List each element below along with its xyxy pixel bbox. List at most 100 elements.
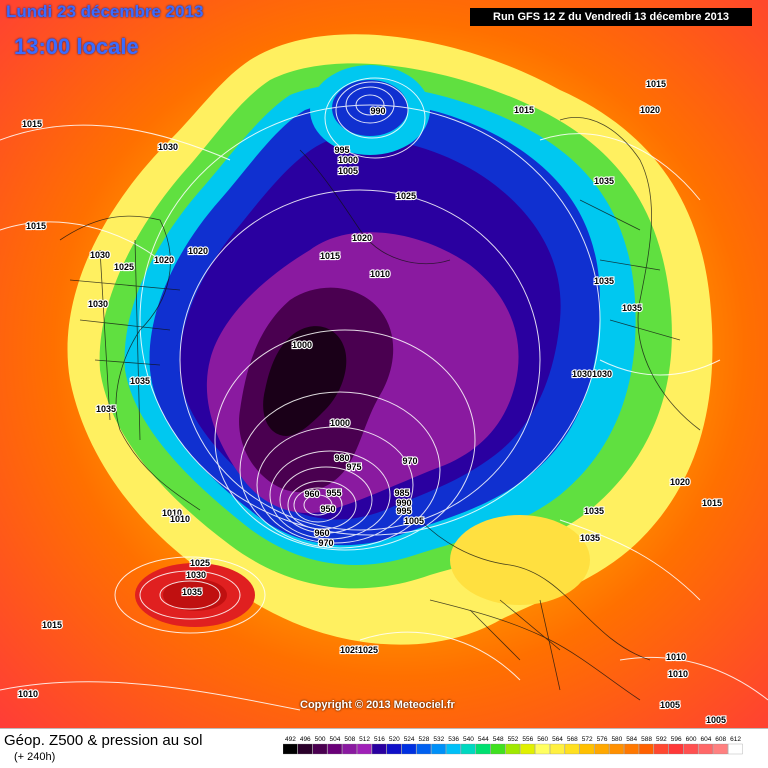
legend-value-label: 604 [700, 736, 711, 743]
legend-color-swatch [728, 743, 743, 755]
pressure-labels: 1015 1030 1015 1030 1025 1020 1020 1030 1035 1035… [17, 78, 727, 726]
legend-color-swatch [549, 743, 565, 755]
forecast-lead-time: (+ 240h) [14, 751, 56, 763]
legend-value-label: 584 [626, 736, 637, 743]
pressure-label: 1035 [130, 376, 150, 386]
legend-color-swatch [475, 743, 491, 755]
legend-value-label: 588 [641, 736, 652, 743]
legend-color-swatch [283, 743, 298, 755]
pressure-label: 990 [370, 106, 385, 116]
legend-value-label: 532 [433, 736, 444, 743]
pressure-label: 985 [394, 488, 409, 498]
pressure-label: 1010 [18, 689, 38, 699]
pressure-label: 1010 [162, 508, 182, 518]
pressure-label: 1015 [702, 498, 722, 508]
legend-color-swatch [401, 743, 417, 755]
legend-value-label: 516 [374, 736, 385, 743]
pressure-label: 1010 [370, 269, 390, 279]
forecast-date: Lundi 23 décembre 2013 [6, 2, 204, 21]
pressure-label: 990 [396, 498, 411, 508]
legend-value-label: 560 [537, 736, 548, 743]
model-run-info: Run GFS 12 Z du Vendredi 13 décembre 201… [470, 8, 752, 26]
copyright-notice: Copyright © 2013 Meteociel.fr [300, 699, 455, 711]
coastlines [59, 117, 701, 701]
pressure-label: 1005 [404, 516, 424, 526]
legend-color-swatch [624, 743, 639, 755]
pressure-label: 1020 [154, 255, 174, 265]
pressure-label: 1025 [340, 645, 360, 655]
legend-value-label: 552 [508, 736, 519, 743]
legend-value-label: 592 [656, 736, 667, 743]
legend-color-swatch [357, 743, 372, 755]
pressure-label: 1035 [96, 404, 116, 414]
pressure-label: 1005 [338, 166, 358, 176]
pressure-label: 970 [402, 456, 417, 466]
legend-color-swatch [460, 743, 476, 755]
legend-color-swatch [327, 743, 343, 755]
pressure-label: 1025 [190, 558, 210, 568]
legend-color-swatch [713, 743, 728, 755]
pressure-label: 1015 [22, 119, 42, 129]
legend-value-label: 580 [611, 736, 622, 743]
legend-color-swatch [564, 743, 580, 755]
legend-color-swatch [653, 743, 669, 755]
pressure-label: 1010 [18, 689, 38, 699]
legend-value-label: 540 [463, 736, 474, 743]
legend-color-swatch [638, 743, 654, 755]
pressure-label: 1015 [42, 620, 62, 630]
europe-warm-pocket [450, 515, 590, 605]
legend-value-label: 556 [522, 736, 533, 743]
legend-value-label: 500 [315, 736, 326, 743]
legend-color-swatch [698, 743, 713, 755]
legend-value-label: 504 [330, 736, 341, 743]
pressure-label: 1010 [170, 514, 190, 524]
pressure-label: 1025 [358, 645, 378, 655]
legend-color-swatch [342, 743, 357, 755]
pressure-label: 1000 [338, 155, 358, 165]
pressure-label: 1015 [320, 251, 340, 261]
pressure-label: 1020 [640, 105, 660, 115]
geopotential-map: 1015 1030 1015 1030 1025 1020 1020 1030 1035 1035… [0, 0, 768, 728]
legend-color-swatch [312, 743, 328, 755]
pressure-label: 1035 [584, 506, 604, 516]
pressure-label: 1015 [26, 221, 46, 231]
pressure-label: 980 [334, 453, 349, 463]
pressure-label: 1020 [352, 233, 372, 243]
legend-color-swatch [297, 743, 313, 755]
pressure-label: 995 [334, 145, 349, 155]
legend-value-label: 536 [448, 736, 459, 743]
legend-color-swatch [520, 743, 535, 755]
legend-color-swatch [594, 743, 610, 755]
legend-color-swatch [535, 743, 550, 755]
legend-color-swatch [386, 743, 402, 755]
pressure-label: 1030 [90, 250, 110, 260]
pressure-label: 1000 [330, 418, 350, 428]
pressure-label: 1035 [182, 587, 202, 597]
legend-color-swatch [505, 743, 521, 755]
map-title: Géop. Z500 & pression au sol [4, 732, 203, 749]
isobar-lines [0, 77, 768, 711]
pressure-label: 970 [318, 538, 333, 548]
pressure-label: 1020 [670, 477, 690, 487]
legend-value-label: 524 [404, 736, 415, 743]
legend-value-label: 548 [493, 736, 504, 743]
legend-color-swatch [446, 743, 461, 755]
map-footer: Géop. Z500 & pression au sol (+ 240h) 49… [0, 728, 768, 768]
pressure-label: 1005 [660, 700, 680, 710]
legend-value-label: 512 [359, 736, 370, 743]
legend-value-label: 600 [686, 736, 697, 743]
legend-value-label: 568 [567, 736, 578, 743]
legend-color-swatch [683, 743, 699, 755]
legend-value-label: 608 [715, 736, 726, 743]
pressure-label: 995 [396, 506, 411, 516]
legend-value-label: 612 [730, 736, 741, 743]
legend-value-label: 576 [597, 736, 608, 743]
pressure-label: 1020 [188, 246, 208, 256]
pressure-label: 950 [320, 504, 335, 514]
forecast-local-time: 13:00 locale [14, 34, 139, 59]
pressure-label: 960 [304, 489, 319, 499]
pressure-label: 1025 [396, 191, 416, 201]
pressure-label: 1015 [514, 105, 534, 115]
pressure-label: 1030 [186, 570, 206, 580]
pressure-label: 1035 [622, 303, 642, 313]
